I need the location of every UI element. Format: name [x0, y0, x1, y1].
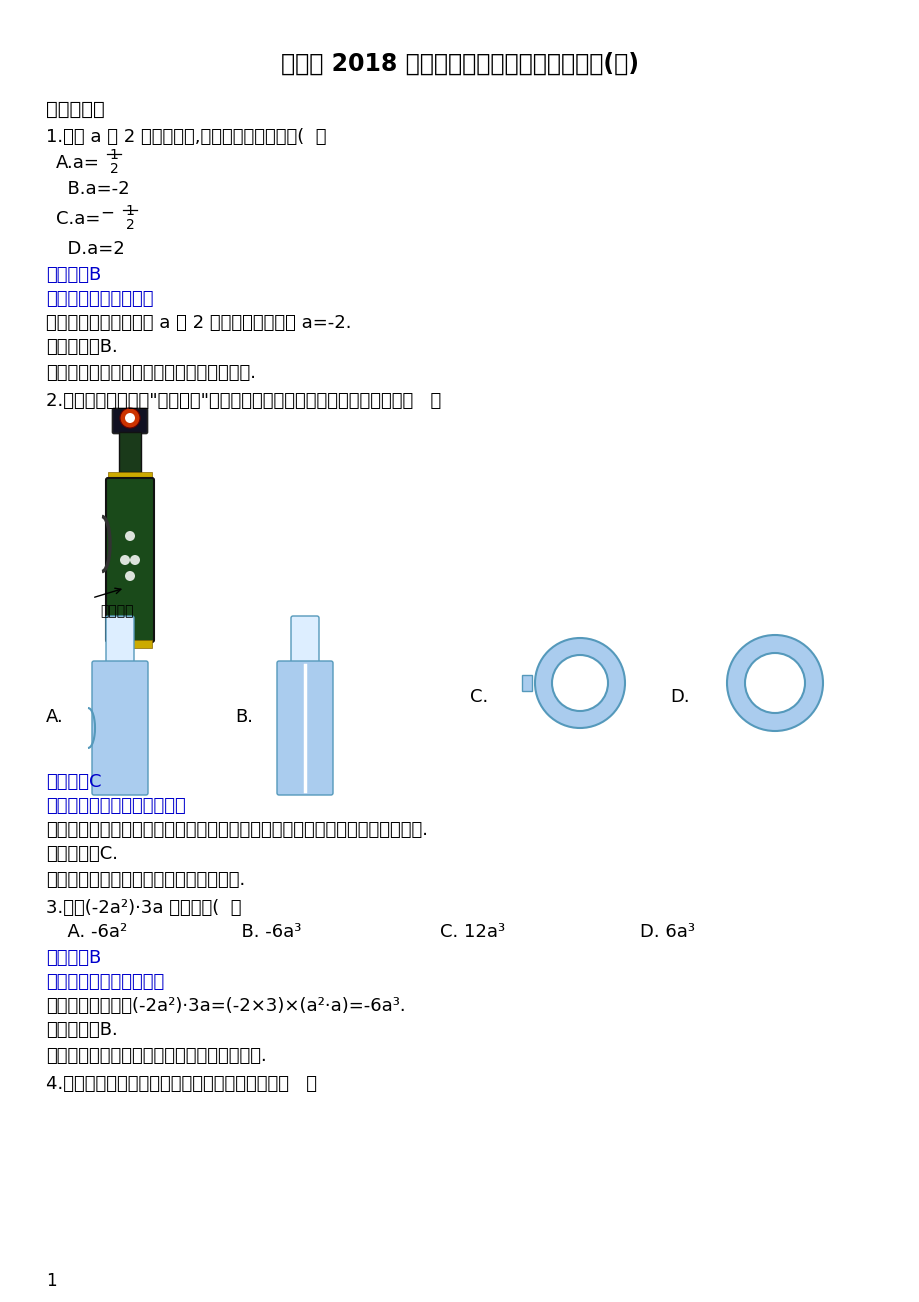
Text: 2.小杰从正面（图示"主视方向"）观察左边的热水瓶时，得到的俯视图是（   ）: 2.小杰从正面（图示"主视方向"）观察左边的热水瓶时，得到的俯视图是（ ）	[46, 392, 441, 410]
Text: 【分析】单项式与单项式相乘，掌握运算法则.: 【分析】单项式与单项式相乘，掌握运算法则.	[46, 1047, 267, 1065]
Circle shape	[125, 531, 135, 542]
Text: A.a=: A.a=	[56, 154, 100, 172]
Text: 【答案】B: 【答案】B	[46, 949, 101, 967]
Text: 故答案为：B.: 故答案为：B.	[46, 1021, 118, 1039]
FancyBboxPatch shape	[277, 661, 333, 796]
Text: D.a=2: D.a=2	[56, 240, 125, 258]
Text: 【答案】C: 【答案】C	[46, 773, 101, 792]
Text: 【答案】B: 【答案】B	[46, 266, 101, 284]
Bar	[108, 473, 152, 480]
Bar	[119, 432, 141, 473]
Text: 【考点】实数的相反数: 【考点】实数的相反数	[46, 290, 153, 309]
Text: 【考点】简单组合体的三视图: 【考点】简单组合体的三视图	[46, 797, 186, 815]
Text: B. -6a³: B. -6a³	[230, 923, 301, 941]
Text: B.: B.	[234, 708, 253, 727]
Circle shape	[551, 655, 607, 711]
Text: B.a=-2: B.a=-2	[56, 180, 130, 198]
Text: 【解析】【解答】因为 a 与 2 互为相反数，所以 a=-2.: 【解析】【解答】因为 a 与 2 互为相反数，所以 a=-2.	[46, 314, 351, 332]
Text: A. -6a²: A. -6a²	[56, 923, 127, 941]
Text: 1.如果 a 与 2 互为相反数,则下列结论正确的为(  ）: 1.如果 a 与 2 互为相反数,则下列结论正确的为( ）	[46, 128, 326, 146]
Circle shape	[726, 635, 823, 730]
FancyBboxPatch shape	[106, 478, 153, 642]
Text: 1: 1	[109, 148, 119, 161]
Text: 主视方向: 主视方向	[100, 604, 133, 618]
Text: 【考点】单项式乘单项式: 【考点】单项式乘单项式	[46, 973, 165, 991]
Circle shape	[130, 555, 140, 565]
Text: C.: C.	[470, 687, 488, 706]
Text: 故答案为：C.: 故答案为：C.	[46, 845, 118, 863]
Text: 一、单选题: 一、单选题	[46, 100, 105, 118]
Circle shape	[119, 408, 140, 428]
Circle shape	[744, 654, 804, 713]
Text: 1: 1	[46, 1272, 57, 1290]
Text: D.: D.	[669, 687, 689, 706]
Text: 安徽省 2018 届初中毕业考试模拟冲刺数学卷(四): 安徽省 2018 届初中毕业考试模拟冲刺数学卷(四)	[280, 52, 639, 76]
FancyBboxPatch shape	[92, 661, 148, 796]
Circle shape	[125, 572, 135, 581]
FancyBboxPatch shape	[106, 616, 134, 665]
Text: A.: A.	[46, 708, 63, 727]
Bar	[521, 674, 531, 691]
Text: 1: 1	[125, 204, 134, 217]
Text: 【分析】俯视图是从热水瓶正上方往下看.: 【分析】俯视图是从热水瓶正上方往下看.	[46, 871, 245, 889]
Text: 【解析】【解答】(-2a²)·3a=(-2×3)×(a²·a)=-6a³.: 【解析】【解答】(-2a²)·3a=(-2×3)×(a²·a)=-6a³.	[46, 997, 405, 1016]
FancyBboxPatch shape	[290, 616, 319, 665]
Circle shape	[125, 413, 135, 423]
Text: 2: 2	[109, 161, 119, 176]
Text: 【解析】【解答】从上面看可得到图形的左边是一个小矩形，右边是一个同心圆.: 【解析】【解答】从上面看可得到图形的左边是一个小矩形，右边是一个同心圆.	[46, 822, 427, 838]
Text: −: −	[100, 204, 114, 223]
Text: D. 6a³: D. 6a³	[640, 923, 694, 941]
Circle shape	[535, 638, 624, 728]
Text: 2: 2	[126, 217, 134, 232]
Text: C. 12a³: C. 12a³	[439, 923, 505, 941]
Text: 3.计算(-2a²)·3a 的结果是(  ）: 3.计算(-2a²)·3a 的结果是( ）	[46, 898, 242, 917]
Circle shape	[119, 555, 130, 565]
Text: C.a=: C.a=	[56, 210, 100, 228]
FancyBboxPatch shape	[112, 409, 147, 434]
Bar	[108, 641, 152, 648]
Text: 4.下列各式能用完全平方公式进行分解因式的是（   ）: 4.下列各式能用完全平方公式进行分解因式的是（ ）	[46, 1075, 317, 1092]
Text: 【分析】只有符号不同的两个数互为相反数.: 【分析】只有符号不同的两个数互为相反数.	[46, 365, 255, 381]
Text: 故答案为：B.: 故答案为：B.	[46, 339, 118, 355]
